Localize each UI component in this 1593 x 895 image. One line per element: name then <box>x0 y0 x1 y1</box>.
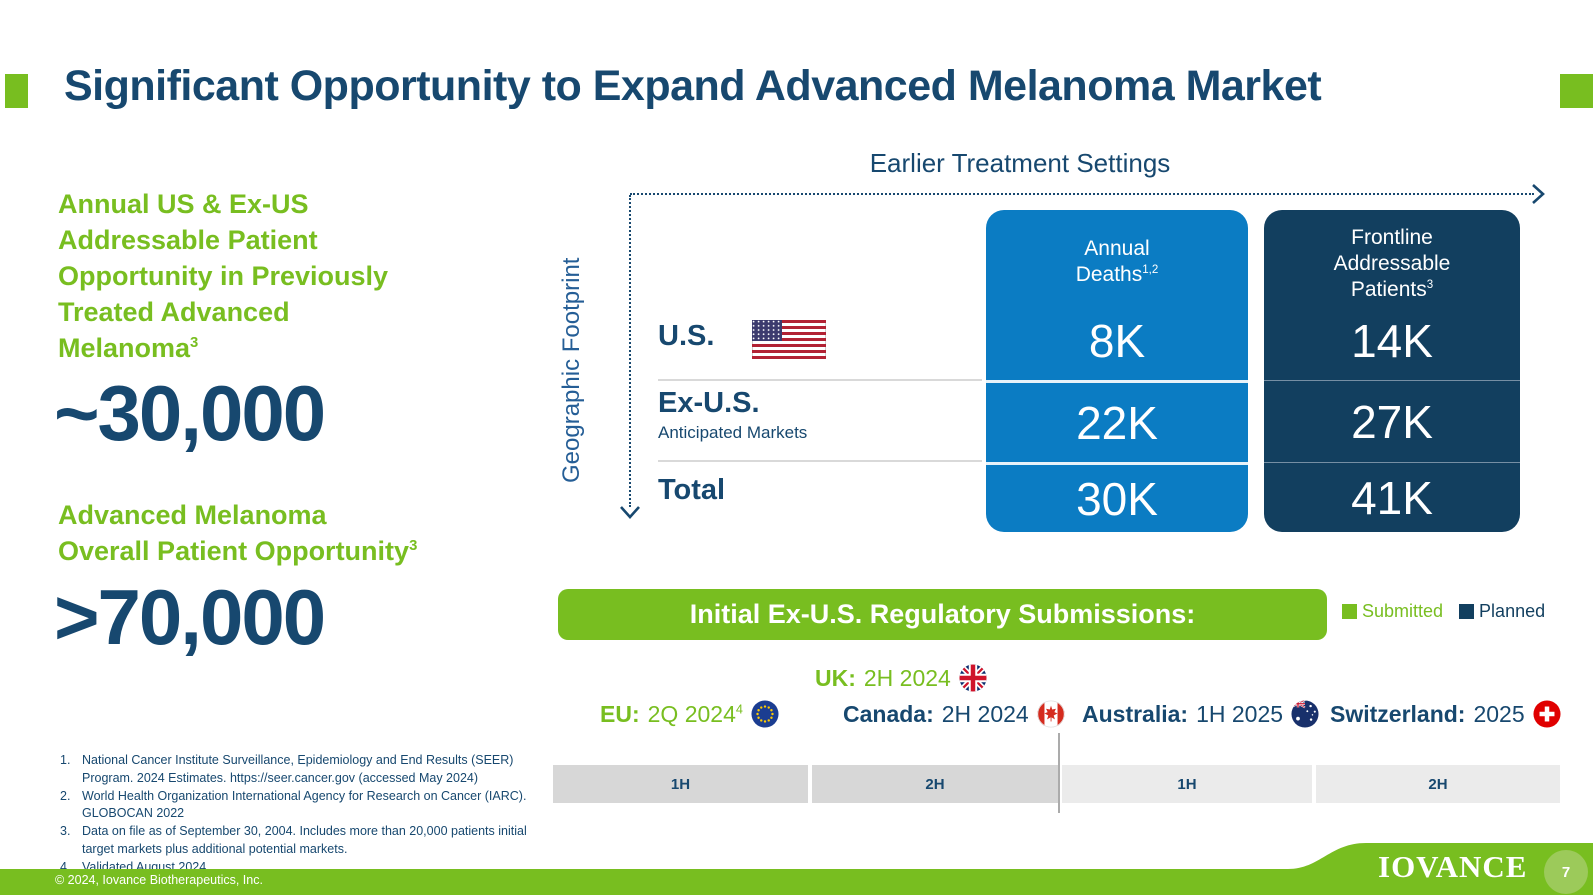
submission-date: 2Q 20244 <box>647 700 743 727</box>
eu-flag-icon <box>751 700 779 728</box>
stat-value-70000: >70,000 <box>54 573 326 661</box>
legend-item-submitted: Submitted <box>1342 601 1443 622</box>
arrow-down-icon <box>620 506 640 519</box>
title-accent-left <box>5 74 28 108</box>
dotted-arrow-horizontal <box>630 193 1534 195</box>
x-axis-label-earlier-treatment: Earlier Treatment Settings <box>869 148 1171 178</box>
row-sublabel-anticipated-markets: Anticipated Markets <box>658 423 808 442</box>
footnote-ref: 3 <box>190 335 199 351</box>
value-exus-deaths: 22K <box>986 380 1248 462</box>
submission-date: 1H 2025 <box>1196 700 1284 727</box>
submissions-banner: Initial Ex-U.S. Regulatory Submissions: <box>558 589 1327 640</box>
footnote-ref: 4 <box>735 701 743 716</box>
planned-swatch <box>1459 604 1475 619</box>
footnote-ref: 3 <box>1426 279 1434 291</box>
stat-heading-line: Overall Patient Opportunity3 <box>58 536 418 566</box>
timeline-segment-1h-2025: 1H <box>1062 765 1312 803</box>
value-us-frontline: 14K <box>1351 315 1433 367</box>
frontline-patients-column: Frontline Addressable Patients3 14K 27K … <box>1264 210 1520 532</box>
timeline-bar: 1H 2H 1H 2H <box>553 765 1560 803</box>
stat-heading-line: Treated Advanced <box>58 297 290 327</box>
row-divider <box>658 460 982 462</box>
submission-date: 2025 <box>1473 700 1525 727</box>
row-label-exus: Ex-U.S. <box>658 387 760 419</box>
submission-item-canada: Canada: 2H 2024 <box>843 700 1065 728</box>
footer-green-shape <box>0 843 1593 895</box>
stat-heading-line: Addressable Patient <box>58 225 318 255</box>
value-us-deaths: 8K <box>1088 315 1146 367</box>
row-label-total: Total <box>658 474 726 506</box>
value-exus-frontline: 27K <box>1264 380 1520 462</box>
status-legend: Submitted Planned <box>1342 601 1545 622</box>
arrow-right-icon <box>1532 184 1545 204</box>
column-header-annual-deaths: Annual Deaths1,2 <box>1075 237 1159 286</box>
submission-item-eu: EU: 2Q 20244 <box>600 700 779 728</box>
stat-heading-line: Advanced Melanoma <box>58 500 327 530</box>
footnote-ref: 3 <box>409 538 418 554</box>
y-axis-label-geographic-footprint: Geographic Footprint <box>558 257 585 483</box>
submission-date: 2H 2024 <box>941 700 1029 727</box>
submission-item-switzerland: Switzerland: 2025 <box>1330 700 1561 728</box>
annual-deaths-column: Annual Deaths1,2 8K 22K 30K <box>986 210 1248 532</box>
stat-heading-line: Melanoma3 <box>58 333 199 363</box>
column-header-frontline: Frontline Addressable Patients3 <box>1333 226 1451 301</box>
country-label: Australia: <box>1082 700 1189 727</box>
dotted-arrow-vertical <box>629 195 631 507</box>
us-flag-icon <box>752 320 826 359</box>
stat-heading-line: Opportunity in Previously <box>58 261 389 291</box>
footnote-item: 1. National Cancer Institute Surveillance… <box>60 753 514 785</box>
submitted-swatch <box>1342 604 1357 619</box>
row-divider <box>658 379 982 381</box>
footnote-item: 3. Data on file as of September 30, 2004.… <box>60 824 527 856</box>
country-label: UK: <box>815 664 856 691</box>
uk-flag-icon <box>959 664 987 692</box>
title-accent-right <box>1560 74 1593 108</box>
timeline-segment-2h-2024: 2H <box>812 765 1058 803</box>
timeline-segment-1h-2024: 1H <box>553 765 808 803</box>
submission-item-uk: UK: 2H 2024 <box>815 664 987 692</box>
stat-heading-line: Annual US & Ex-US <box>58 189 309 219</box>
value-total-frontline: 41K <box>1264 462 1520 532</box>
page-number-badge: 7 <box>1544 850 1588 894</box>
value-total-deaths: 30K <box>986 462 1248 532</box>
page-title: Significant Opportunity to Expand Advanc… <box>64 62 1322 110</box>
submission-date: 2H 2024 <box>863 664 951 691</box>
country-label: Switzerland: <box>1330 700 1466 727</box>
footnote-item: 2. World Health Organization Internationa… <box>60 788 527 821</box>
legend-label: Submitted <box>1362 601 1444 621</box>
stat-value-30000: ~30,000 <box>54 369 326 457</box>
canada-flag-icon <box>1037 700 1065 728</box>
footer-copyright: © 2024, Iovance Biotherapeutics, Inc. <box>55 873 263 887</box>
row-label-us: U.S. <box>658 320 715 352</box>
legend-item-planned: Planned <box>1459 601 1545 622</box>
country-label: Canada: <box>843 700 934 727</box>
legend-label: Planned <box>1479 601 1546 621</box>
footnote-ref: 1,2 <box>1142 264 1159 276</box>
timeline-segment-2h-2025: 2H <box>1316 765 1560 803</box>
stat-heading-overall-opportunity: Advanced Melanoma Overall Patient Opport… <box>58 497 538 569</box>
submission-item-australia: Australia: 1H 2025 <box>1082 700 1319 728</box>
switzerland-flag-icon <box>1533 700 1561 728</box>
country-label: EU: <box>600 700 640 727</box>
australia-flag-icon <box>1291 700 1319 728</box>
year-divider-line <box>1058 733 1060 813</box>
stat-heading-previously-treated: Annual US & Ex-US Addressable Patient Op… <box>58 186 418 366</box>
iovance-logo: IOVANCE <box>1378 849 1528 884</box>
